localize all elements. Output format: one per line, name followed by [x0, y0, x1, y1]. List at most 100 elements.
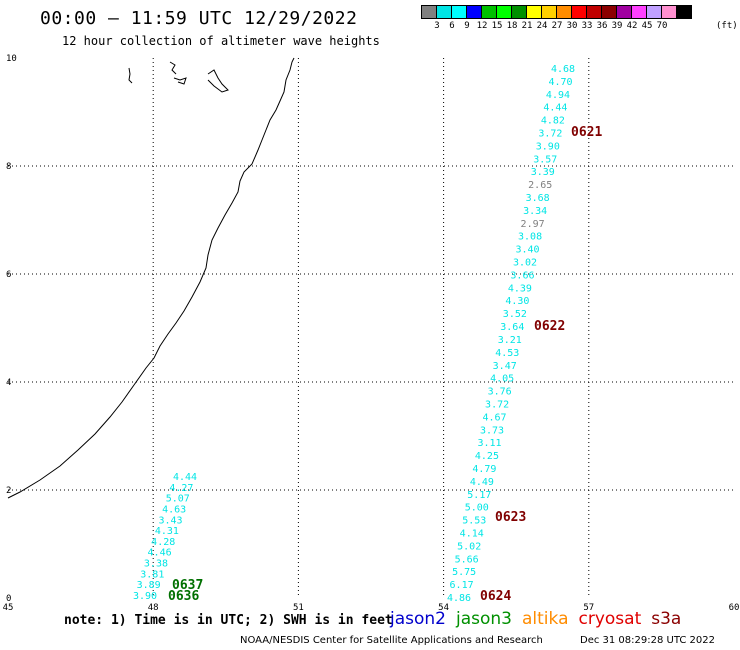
wave-height-label: 4.68: [551, 64, 575, 75]
map-grid: [8, 58, 734, 598]
wave-height-label: 3.21: [498, 335, 522, 346]
legend-label: 30: [566, 21, 578, 31]
legend-swatch: [676, 5, 692, 19]
wave-height-label: 3.02: [513, 258, 537, 269]
wave-height-label: 3.43: [158, 515, 182, 526]
satellite-legend: jason2 jason3 altika cryosat s3a: [390, 609, 691, 629]
x-tick-label: 48: [148, 603, 159, 613]
legend-label: 6: [449, 21, 455, 31]
pass-time-label: 0622: [534, 319, 565, 334]
legend-label: 3: [434, 21, 440, 31]
x-tick-label: 51: [293, 603, 304, 613]
x-tick-label: 57: [583, 603, 594, 613]
wave-height-label: 4.94: [546, 90, 570, 101]
legend-label: 42: [626, 21, 638, 31]
pass-time-label: 0623: [495, 510, 526, 525]
color-scale-legend: [421, 5, 692, 19]
credit-line: NOAA/NESDIS Center for Satellite Applica…: [240, 635, 543, 646]
y-tick-label: 8: [6, 162, 11, 172]
wave-height-label: 3.40: [515, 245, 539, 256]
footnote: note: 1) Time is in UTC; 2) SWH is in fe…: [64, 613, 393, 628]
legend-label: 45: [641, 21, 653, 31]
wave-height-label: 2.97: [521, 219, 545, 230]
wave-height-label: 3.73: [480, 425, 504, 436]
color-scale-unit: (ft): [716, 21, 738, 31]
wave-height-label: 5.66: [455, 554, 479, 565]
wave-height-label: 3.89: [137, 580, 161, 591]
wave-height-label: 3.68: [526, 193, 550, 204]
x-tick-label: 45: [3, 603, 14, 613]
legend-label: 39: [611, 21, 623, 31]
wave-height-label: 5.17: [467, 490, 491, 501]
coastline: [7, 57, 295, 499]
wave-height-label: 3.34: [523, 206, 547, 217]
wave-height-label: 3.81: [140, 569, 164, 580]
wave-height-label: 3.39: [531, 167, 555, 178]
legend-label: 21: [521, 21, 533, 31]
legend-label: 36: [596, 21, 608, 31]
pass-time-label: 0637: [172, 578, 203, 593]
wave-height-label: 4.46: [148, 548, 172, 559]
y-tick-label: 4: [6, 378, 11, 388]
legend-label: 9: [464, 21, 470, 31]
wave-height-label: 3.11: [477, 438, 501, 449]
pass-time-label: 0636: [168, 589, 199, 604]
wave-height-label: 3.66: [510, 270, 534, 281]
wave-height-label: 4.05: [490, 374, 514, 385]
wave-height-label: 5.53: [462, 516, 486, 527]
wave-height-label: 4.14: [460, 528, 484, 539]
satellite-legend-item: jason2: [390, 609, 446, 629]
track-a: 4.444.275.074.633.434.314.284.463.383.81…: [133, 472, 203, 604]
wave-height-label: 3.64: [500, 322, 524, 333]
y-tick-label: 0: [6, 594, 11, 604]
satellite-legend-item: cryosat: [578, 609, 642, 629]
y-tick-label: 6: [6, 270, 11, 280]
wave-height-label: 3.72: [538, 129, 562, 140]
wave-height-label: 5.07: [166, 494, 190, 505]
wave-height-label: 4.28: [151, 537, 175, 548]
wave-height-label: 5.00: [465, 503, 489, 514]
wave-height-label: 3.72: [485, 399, 509, 410]
y-tick-label: 10: [6, 54, 17, 64]
wave-height-label: 4.70: [548, 77, 572, 88]
wave-height-label: 4.82: [541, 116, 565, 127]
generated-timestamp: Dec 31 08:29:28 UTC 2022: [580, 635, 715, 646]
wave-height-label: 3.57: [533, 154, 557, 165]
wave-height-label: 3.38: [144, 559, 168, 570]
wave-height-label: 4.49: [470, 477, 494, 488]
legend-label: 70: [656, 21, 668, 31]
wave-height-label: 6.17: [450, 580, 474, 591]
wave-height-label: 4.67: [483, 412, 507, 423]
wave-height-label: 5.75: [452, 567, 476, 578]
axis-tick-labels: 45 48 51 54 57 60 0 2 4 6 8 10: [3, 54, 740, 613]
legend-label: 15: [491, 21, 503, 31]
wave-height-label: 4.53: [495, 348, 519, 359]
page-title: 00:00 – 11:59 UTC 12/29/2022: [40, 8, 358, 29]
legend-label: 33: [581, 21, 593, 31]
satellite-legend-item: s3a: [651, 609, 682, 629]
satellite-legend-item: jason3: [456, 609, 512, 629]
wave-height-label: 3.52: [503, 309, 527, 320]
wave-height-label: 4.86: [447, 593, 471, 604]
wave-height-label: 4.44: [173, 472, 197, 483]
wave-height-label: 4.79: [472, 464, 496, 475]
wave-height-label: 4.27: [169, 483, 193, 494]
wave-height-label: 3.76: [488, 387, 512, 398]
satellite-legend-item: altika: [522, 609, 569, 629]
wave-height-label: 3.90: [133, 591, 157, 602]
x-tick-label: 60: [729, 603, 740, 613]
legend-label: 12: [476, 21, 488, 31]
wave-height-label: 4.25: [475, 451, 499, 462]
legend-label: 24: [536, 21, 548, 31]
x-tick-label: 54: [438, 603, 449, 613]
wave-height-label: 4.63: [162, 504, 186, 515]
wave-height-label: 4.44: [543, 103, 567, 114]
legend-label: 18: [506, 21, 518, 31]
track-b: 4.684.704.944.444.823.723.903.573.392.65…: [447, 64, 602, 604]
wave-height-label: 3.90: [536, 141, 560, 152]
legend-label: 27: [551, 21, 563, 31]
pass-time-label: 0624: [480, 589, 511, 604]
pass-time-label: 0621: [571, 125, 602, 140]
wave-height-label: 3.08: [518, 232, 542, 243]
